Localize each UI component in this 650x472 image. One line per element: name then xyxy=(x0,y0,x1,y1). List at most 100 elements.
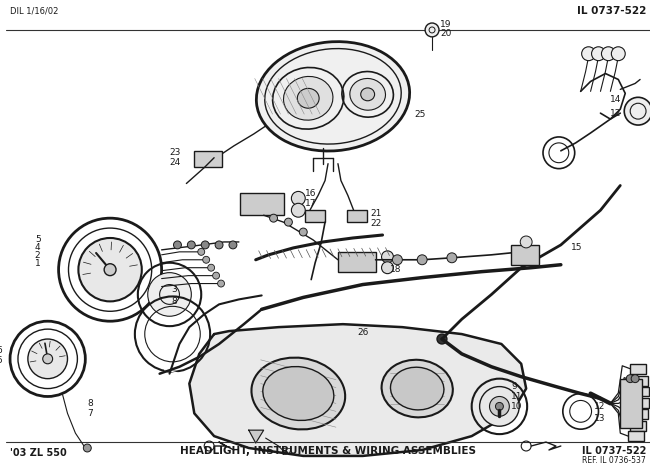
FancyBboxPatch shape xyxy=(620,379,642,428)
Circle shape xyxy=(215,241,223,249)
FancyBboxPatch shape xyxy=(628,431,644,441)
Circle shape xyxy=(417,255,427,265)
Ellipse shape xyxy=(361,88,374,101)
Circle shape xyxy=(393,255,402,265)
FancyBboxPatch shape xyxy=(194,151,222,167)
Circle shape xyxy=(218,280,224,287)
Text: IL 0737-522: IL 0737-522 xyxy=(577,6,646,16)
Circle shape xyxy=(198,248,205,255)
Circle shape xyxy=(612,47,625,61)
Text: 27: 27 xyxy=(281,448,293,457)
Text: 12: 12 xyxy=(593,402,605,411)
Circle shape xyxy=(83,444,91,452)
Text: 23: 23 xyxy=(170,148,181,157)
FancyBboxPatch shape xyxy=(633,387,649,396)
FancyBboxPatch shape xyxy=(630,364,646,374)
Text: 17: 17 xyxy=(306,199,317,208)
Circle shape xyxy=(601,47,616,61)
Text: 20: 20 xyxy=(440,29,451,38)
Circle shape xyxy=(187,241,195,249)
FancyBboxPatch shape xyxy=(512,245,539,265)
FancyBboxPatch shape xyxy=(632,409,648,419)
Text: 12: 12 xyxy=(610,109,622,118)
Text: REF. IL 0736-537: REF. IL 0736-537 xyxy=(582,456,646,465)
Ellipse shape xyxy=(382,360,453,417)
Circle shape xyxy=(270,214,278,222)
Text: 4: 4 xyxy=(35,244,40,253)
Circle shape xyxy=(202,241,209,249)
Circle shape xyxy=(626,375,634,383)
Circle shape xyxy=(148,273,191,316)
Text: IL 0737-522: IL 0737-522 xyxy=(582,446,646,456)
Ellipse shape xyxy=(350,78,385,110)
Circle shape xyxy=(174,241,181,249)
Circle shape xyxy=(582,47,595,61)
Ellipse shape xyxy=(263,367,334,421)
Text: 8: 8 xyxy=(87,399,93,408)
Text: '03 ZL 550: '03 ZL 550 xyxy=(10,448,67,458)
Circle shape xyxy=(624,97,650,125)
Ellipse shape xyxy=(252,358,345,430)
Circle shape xyxy=(28,339,68,379)
FancyBboxPatch shape xyxy=(630,421,646,431)
Text: 5: 5 xyxy=(0,356,2,365)
FancyBboxPatch shape xyxy=(338,252,376,272)
Text: 5: 5 xyxy=(35,236,40,244)
Circle shape xyxy=(207,264,214,271)
Circle shape xyxy=(495,403,503,410)
Text: 25: 25 xyxy=(414,110,426,118)
Text: 7: 7 xyxy=(87,409,93,418)
Ellipse shape xyxy=(297,88,319,108)
Ellipse shape xyxy=(256,42,410,151)
Circle shape xyxy=(480,387,519,426)
FancyBboxPatch shape xyxy=(347,210,367,222)
Text: 2: 2 xyxy=(35,251,40,261)
Text: 26: 26 xyxy=(358,328,369,337)
Polygon shape xyxy=(189,324,526,456)
Circle shape xyxy=(213,272,220,279)
Text: 19: 19 xyxy=(440,19,452,28)
Circle shape xyxy=(447,253,457,263)
Circle shape xyxy=(285,218,292,226)
Circle shape xyxy=(291,192,305,205)
Text: 13: 13 xyxy=(593,414,605,423)
Circle shape xyxy=(43,354,53,364)
Text: 3: 3 xyxy=(172,285,177,294)
Circle shape xyxy=(104,264,116,276)
Text: 1: 1 xyxy=(35,259,40,268)
Circle shape xyxy=(291,203,305,217)
Circle shape xyxy=(382,262,393,274)
Circle shape xyxy=(203,256,210,263)
Circle shape xyxy=(382,251,393,263)
Circle shape xyxy=(489,396,510,416)
Circle shape xyxy=(425,23,439,37)
Circle shape xyxy=(299,228,307,236)
Text: DIL 1/16/02: DIL 1/16/02 xyxy=(10,6,58,15)
Text: 14: 14 xyxy=(610,95,622,104)
Text: HEADLIGHT, INSTRUMENTS & WIRING ASSEMBLIES: HEADLIGHT, INSTRUMENTS & WIRING ASSEMBLI… xyxy=(180,446,476,456)
Circle shape xyxy=(631,375,639,383)
Text: 10: 10 xyxy=(512,402,523,411)
Text: 15: 15 xyxy=(571,244,582,253)
Circle shape xyxy=(520,236,532,248)
Text: 9: 9 xyxy=(512,382,517,391)
Ellipse shape xyxy=(283,76,333,120)
FancyBboxPatch shape xyxy=(633,398,649,408)
Text: 16: 16 xyxy=(306,189,317,198)
FancyBboxPatch shape xyxy=(240,194,285,215)
FancyBboxPatch shape xyxy=(306,210,325,222)
Text: 21: 21 xyxy=(370,209,382,218)
FancyBboxPatch shape xyxy=(632,376,648,386)
Text: 22: 22 xyxy=(370,219,382,228)
Circle shape xyxy=(437,334,447,344)
Circle shape xyxy=(592,47,605,61)
Text: 8: 8 xyxy=(172,297,177,306)
Text: 6: 6 xyxy=(0,346,2,355)
Text: 24: 24 xyxy=(170,158,181,167)
Polygon shape xyxy=(249,430,264,443)
Circle shape xyxy=(79,238,142,302)
Text: 18: 18 xyxy=(391,265,402,274)
Ellipse shape xyxy=(391,367,444,410)
Text: 11: 11 xyxy=(512,392,523,401)
Circle shape xyxy=(229,241,237,249)
